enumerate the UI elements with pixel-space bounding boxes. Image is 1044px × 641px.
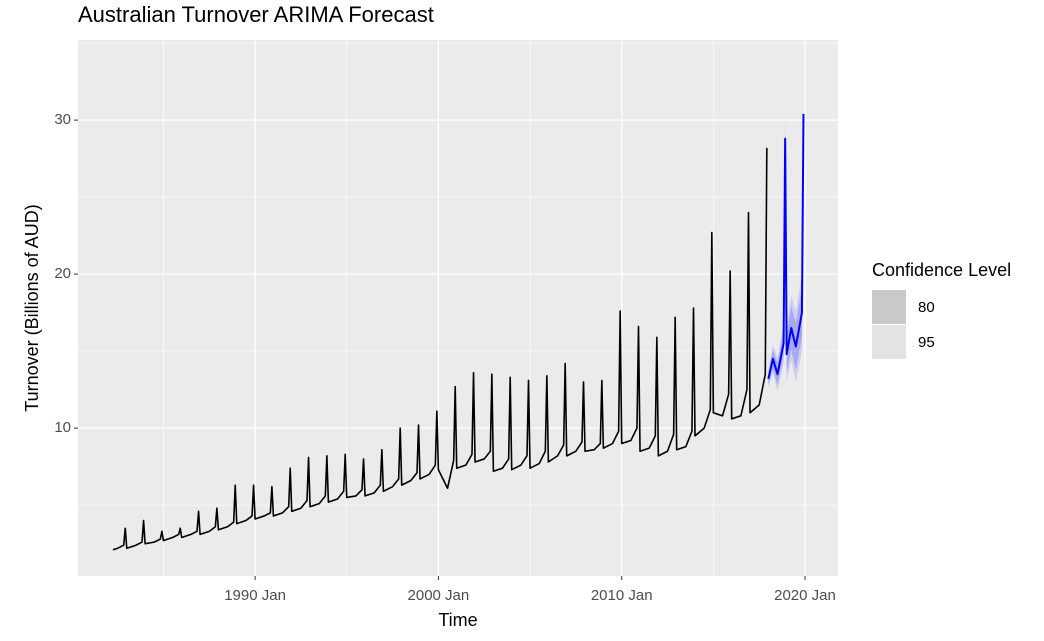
legend-label: 80 bbox=[918, 299, 935, 316]
legend-title: Confidence Level bbox=[872, 260, 1011, 280]
legend-label: 95 bbox=[918, 334, 935, 351]
x-tick-label: 2010 Jan bbox=[591, 587, 653, 604]
x-tick-label: 2000 Jan bbox=[408, 587, 470, 604]
x-tick-label: 2020 Jan bbox=[774, 587, 836, 604]
x-axis-label: Time bbox=[438, 610, 477, 630]
actual-line bbox=[112, 147, 768, 551]
y-tick-label: 30 bbox=[54, 111, 71, 128]
legend-key bbox=[872, 290, 906, 324]
y-tick-label: 10 bbox=[54, 419, 71, 436]
y-tick-label: 20 bbox=[54, 265, 71, 282]
forecast-line bbox=[767, 113, 805, 380]
x-tick-label: 1990 Jan bbox=[224, 587, 286, 604]
y-axis-label: Turnover (Billions of AUD) bbox=[22, 204, 42, 411]
legend-key bbox=[872, 325, 906, 359]
chart-title: Australian Turnover ARIMA Forecast bbox=[78, 2, 434, 27]
